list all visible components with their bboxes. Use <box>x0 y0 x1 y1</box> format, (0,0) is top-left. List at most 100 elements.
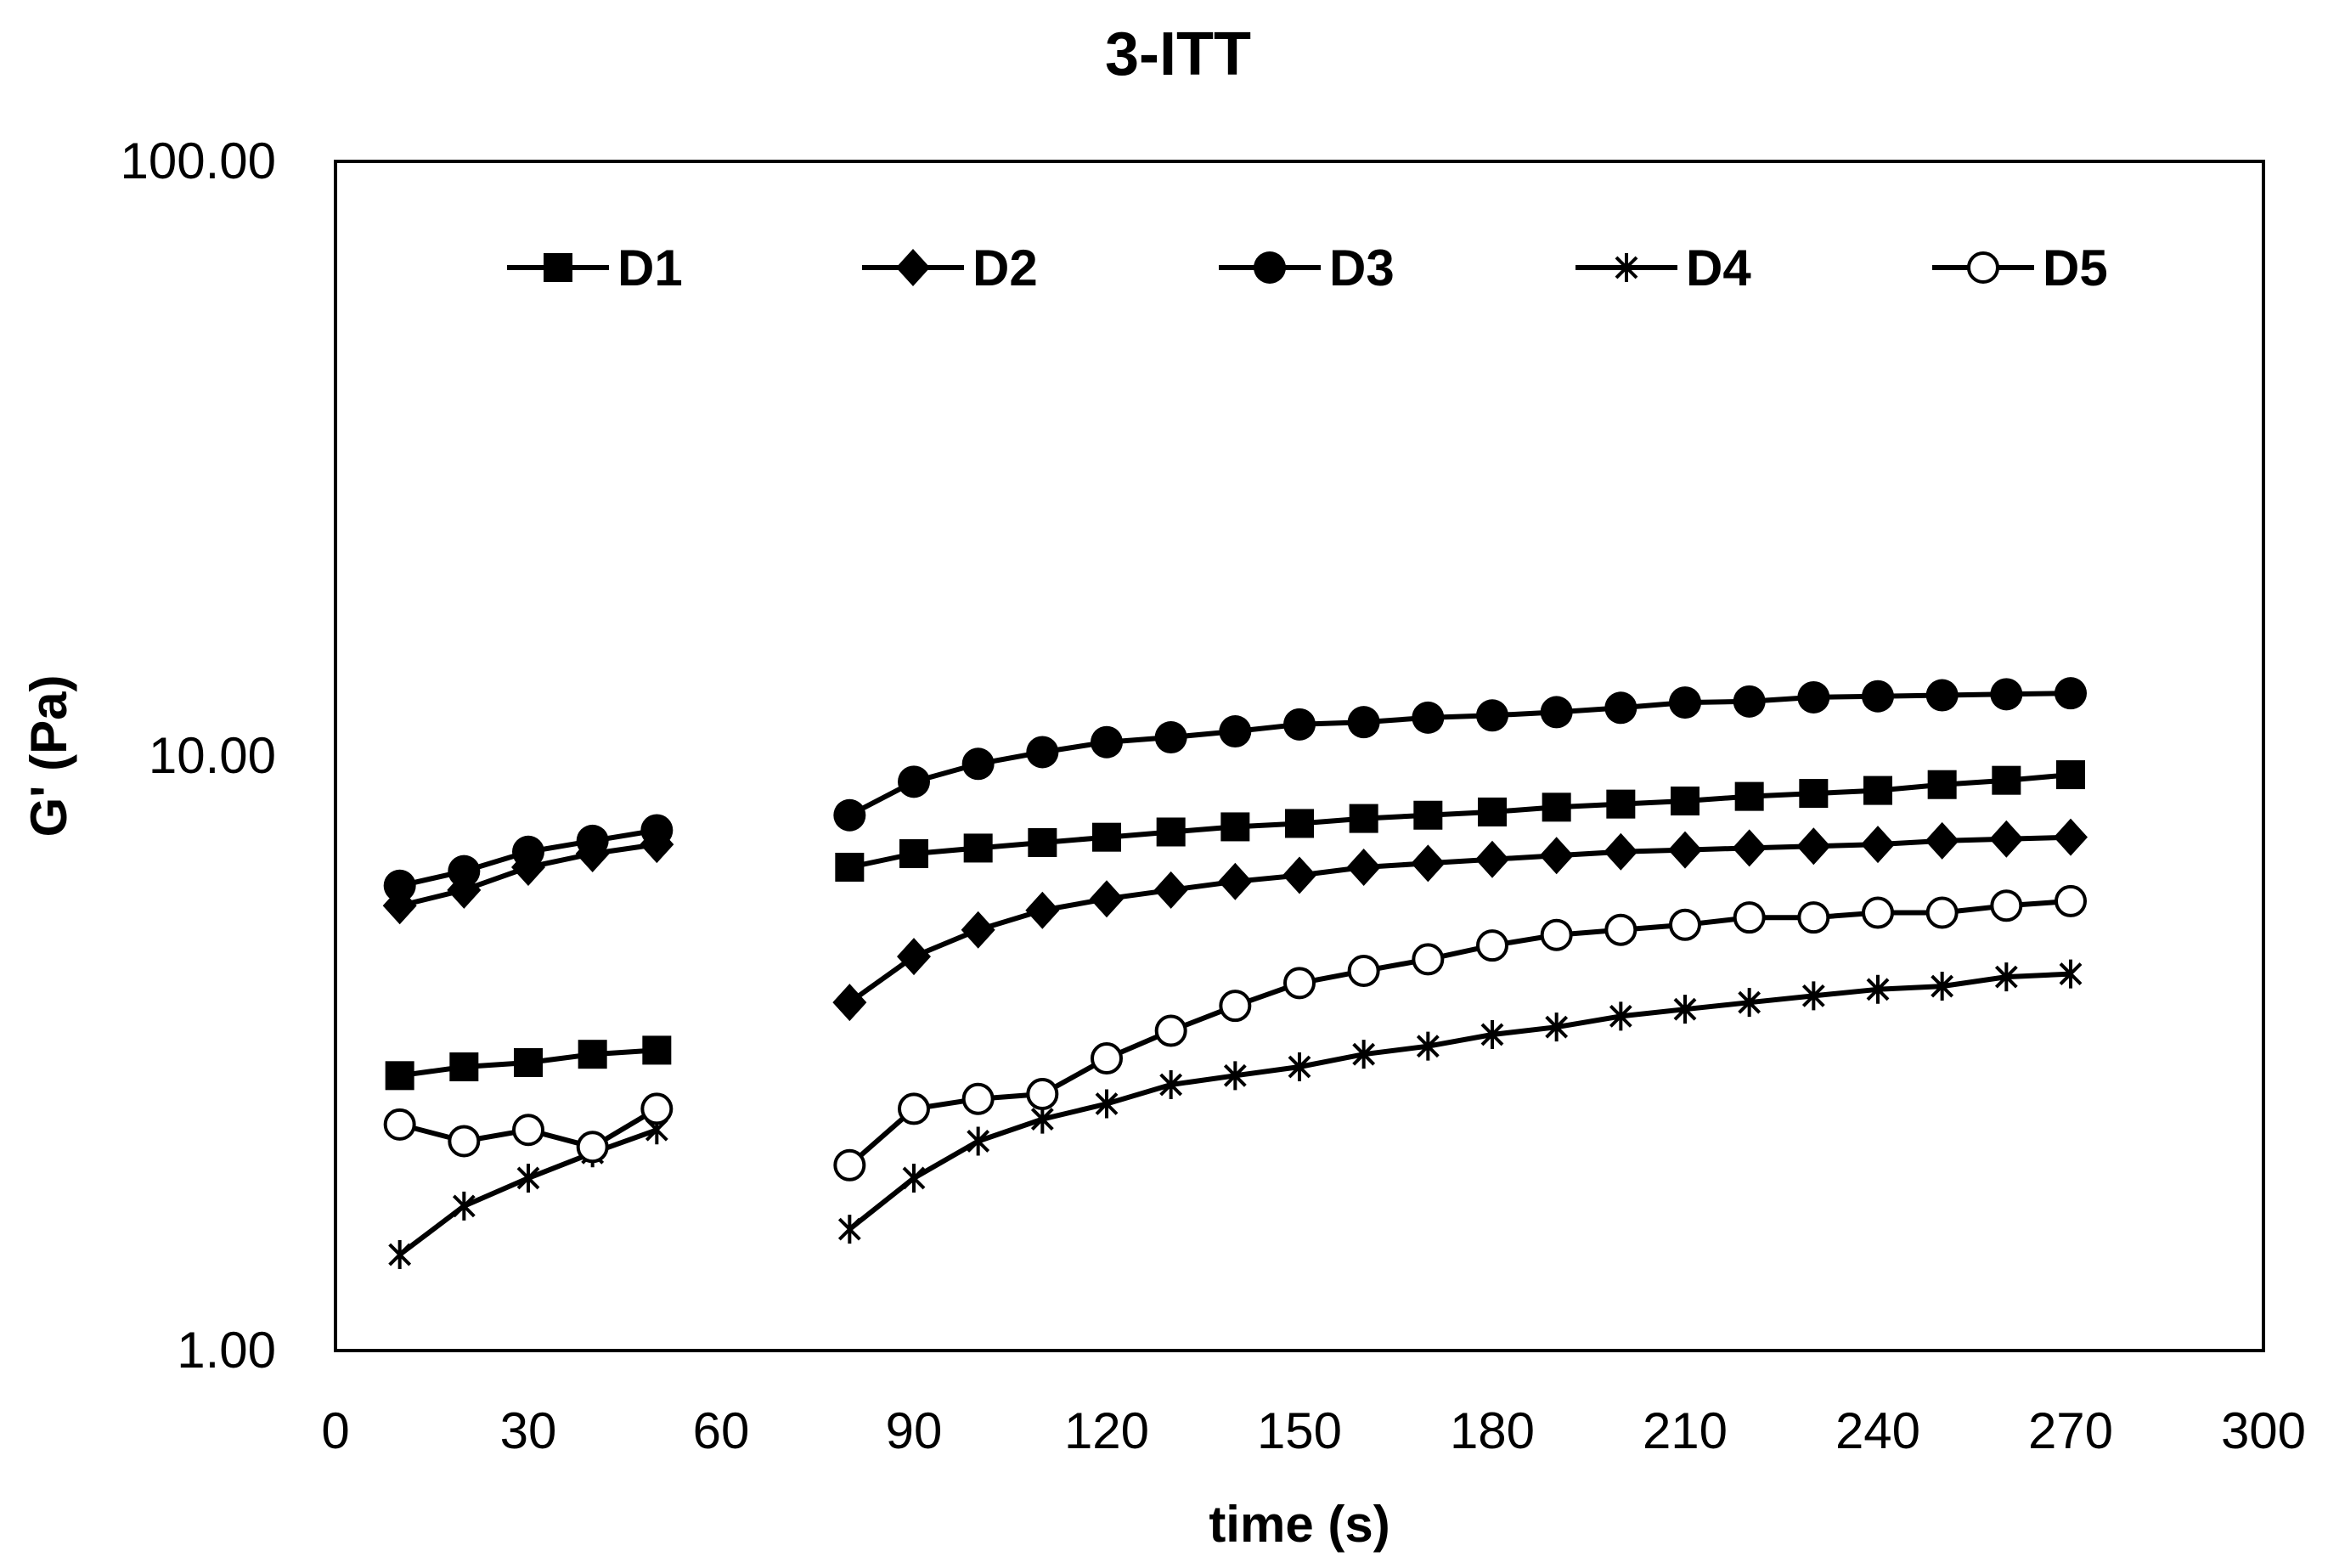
data-point-d4 <box>1738 988 1762 1018</box>
data-point-d1 <box>1478 797 1507 826</box>
data-point-d1 <box>1542 792 1571 822</box>
data-point-d2 <box>1668 831 1702 869</box>
x-tick-label: 30 <box>500 1402 557 1459</box>
x-tick-label: 180 <box>1450 1402 1535 1459</box>
x-tick-label: 240 <box>1835 1402 1920 1459</box>
data-point-d3 <box>576 824 609 857</box>
x-axis-ticks: 0 30 60 90 120 150 180 210 240 270 300 <box>321 1402 2306 1459</box>
data-point-d1 <box>963 833 993 863</box>
legend-item-d1: D1 <box>507 240 683 296</box>
data-point-d2 <box>1989 820 2024 858</box>
data-point-d3 <box>898 765 930 798</box>
data-point-d3 <box>383 869 416 902</box>
series-d1 <box>385 760 2085 1091</box>
data-point-d1 <box>385 1061 414 1091</box>
data-point-d4 <box>1223 1061 1247 1091</box>
data-point-d1 <box>1606 789 1636 819</box>
legend-label: D5 <box>2043 240 2108 296</box>
data-point-d5 <box>1412 943 1445 976</box>
data-point-d5 <box>898 1092 930 1125</box>
data-point-d2 <box>1411 844 1446 883</box>
data-point-d2 <box>1539 837 1574 875</box>
data-point-d5 <box>1219 990 1252 1023</box>
data-point-d3 <box>448 855 481 888</box>
data-point-d4 <box>837 1215 861 1244</box>
data-point-d2 <box>1604 832 1638 871</box>
legend-item-d5: D5 <box>1932 240 2108 296</box>
series-d4-line-segment-2 <box>848 971 2072 1232</box>
series-d2 <box>382 818 2088 1022</box>
data-point-d4 <box>1866 974 1890 1004</box>
data-point-d1 <box>2056 760 2085 790</box>
x-axis-label: time (s) <box>1209 1496 1389 1553</box>
data-point-d3 <box>640 814 674 847</box>
data-point-d4 <box>1673 995 1697 1024</box>
data-point-d1 <box>1927 770 1957 799</box>
data-point-d1 <box>1413 800 1443 830</box>
data-point-d2 <box>961 911 995 949</box>
data-point-d2 <box>1925 821 1959 860</box>
data-point-d4 <box>516 1163 540 1193</box>
data-point-d5 <box>1154 1014 1187 1047</box>
data-point-d5 <box>1862 896 1894 929</box>
x-tick-label: 150 <box>1257 1402 1342 1459</box>
data-point-d3 <box>2055 677 2087 710</box>
data-point-d1 <box>1992 765 2021 795</box>
data-point-d4 <box>2059 959 2083 989</box>
data-point-d1 <box>449 1052 479 1082</box>
data-point-d1 <box>1028 827 1057 857</box>
legend: D1 D2 D3 D4 D5 <box>507 240 2108 296</box>
data-point-d2 <box>1025 891 1060 929</box>
chart-title: 3-ITT <box>1105 20 1251 88</box>
data-point-d5 <box>1669 908 1701 941</box>
legend-label: D4 <box>1686 240 1751 296</box>
data-point-d3 <box>1347 706 1380 739</box>
data-point-d2 <box>1153 871 1188 909</box>
data-point-d5 <box>961 1082 995 1115</box>
series-d4 <box>388 959 2083 1270</box>
data-point-d4 <box>1480 1019 1504 1049</box>
data-point-d1 <box>1285 809 1314 838</box>
data-point-d1 <box>1349 804 1378 833</box>
data-point-d1 <box>1220 812 1250 842</box>
data-point-d3 <box>1026 736 1059 769</box>
data-point-d3 <box>1154 721 1187 754</box>
data-point-d3 <box>961 747 995 781</box>
data-point-d3 <box>1091 725 1123 759</box>
legend-item-d4: D4 <box>1575 240 1751 296</box>
x-tick-label: 210 <box>1643 1402 1728 1459</box>
data-point-d5 <box>1091 1042 1123 1075</box>
data-point-d4 <box>1352 1040 1376 1069</box>
data-point-d5 <box>1990 889 2023 922</box>
data-point-d4 <box>1545 1012 1569 1042</box>
data-point-d2 <box>1346 848 1381 886</box>
x-tick-label: 0 <box>321 1402 349 1459</box>
y-tick-label: 1.00 <box>177 1322 276 1379</box>
data-point-d3 <box>1797 680 1830 713</box>
data-point-d1 <box>1671 787 1699 816</box>
data-point-d3 <box>1669 686 1701 719</box>
data-point-d2 <box>897 938 931 976</box>
x-tick-label: 120 <box>1064 1402 1149 1459</box>
data-point-d3 <box>1925 679 1959 712</box>
legend-marker-d3 <box>1254 251 1286 284</box>
data-point-d2 <box>1732 829 1767 867</box>
data-point-d2 <box>1090 880 1124 918</box>
y-axis-label: G' (Pa) <box>20 675 77 838</box>
data-point-d3 <box>1862 680 1894 713</box>
data-point-d1 <box>1734 781 1764 811</box>
data-point-d3 <box>833 798 866 832</box>
data-point-d5 <box>576 1131 609 1164</box>
data-point-d4 <box>1801 981 1825 1011</box>
data-point-d2 <box>832 984 867 1022</box>
legend-marker-d5 <box>1967 251 1999 284</box>
data-point-d4 <box>1931 972 1954 1001</box>
legend-item-d3: D3 <box>1219 240 1395 296</box>
data-point-d3 <box>1604 691 1637 725</box>
data-point-d5 <box>1540 918 1573 951</box>
data-point-d2 <box>1861 826 1895 864</box>
legend-marker-d2 <box>896 249 930 286</box>
y-tick-label: 100.00 <box>120 133 276 189</box>
legend-marker-d1 <box>544 253 572 282</box>
